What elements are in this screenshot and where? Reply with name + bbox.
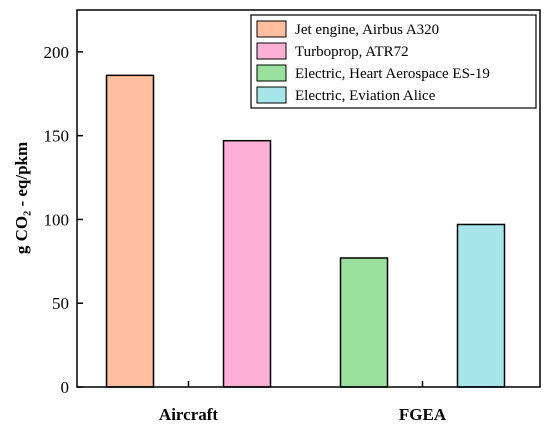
y-tick-label: 50 <box>52 294 69 313</box>
y-axis: 0 50 100 150 200 <box>44 43 83 397</box>
x-category-label: Aircraft <box>159 405 218 424</box>
bar-4 <box>456 223 506 388</box>
legend-swatch <box>256 20 287 38</box>
y-tick-label: 200 <box>44 43 70 62</box>
legend-entry-label: Electric, Heart Aerospace ES-19 <box>295 66 490 82</box>
legend-swatch <box>256 86 287 104</box>
plot-frame <box>76 9 541 388</box>
y-tick-label: 0 <box>61 378 70 397</box>
legend-box <box>250 14 537 109</box>
legend-swatch <box>256 64 287 82</box>
bar-1 <box>105 74 155 388</box>
bar-3 <box>339 257 389 388</box>
legend-entry-label: Electric, Eviation Alice <box>295 88 436 104</box>
y-tick-label: 100 <box>44 210 70 229</box>
legend-entry-label: Turboprop, ATR72 <box>295 44 409 60</box>
x-axis: Aircraft FGEA <box>159 381 447 424</box>
legend: Jet engine, Airbus A320 Turboprop, ATR72 E… <box>250 14 537 109</box>
bar-2 <box>222 139 272 388</box>
bars-group <box>105 74 506 388</box>
y-axis-label: g CO₂ - eq/pkm <box>12 142 31 254</box>
y-tick-label: 150 <box>44 127 70 146</box>
legend-entry-label: Jet engine, Airbus A320 <box>295 22 439 38</box>
legend-swatch <box>256 42 287 60</box>
x-category-label: FGEA <box>399 405 447 424</box>
